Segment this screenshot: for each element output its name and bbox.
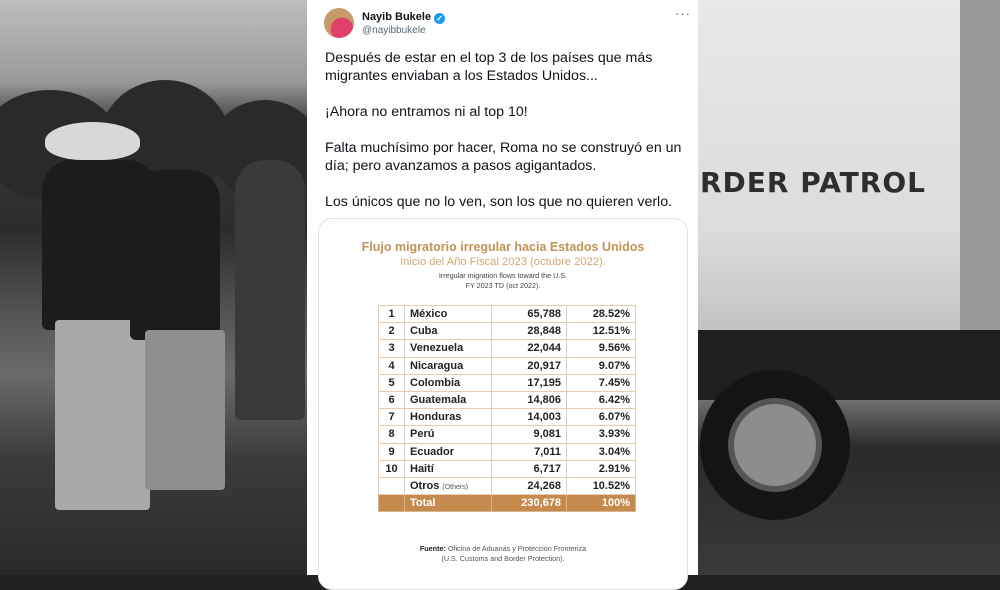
percent-cell: 7.45% <box>566 373 636 392</box>
count-cell: 9,081 <box>491 425 567 444</box>
count-cell: 20,917 <box>491 356 567 375</box>
source-label: Fuente: <box>419 544 446 553</box>
table-row: 8 Perú 9,081 3.93% <box>378 425 636 444</box>
percent-cell: 6.42% <box>566 390 636 410</box>
percent-cell: 9.56% <box>566 339 636 358</box>
rank-cell: 10 <box>378 459 405 478</box>
rank-cell <box>378 494 405 513</box>
country-cell: Perú <box>404 425 492 444</box>
country-cell: Venezuela <box>404 339 492 358</box>
tweet-media-infographic[interactable]: Flujo migratorio irregular hacia Estados… <box>318 218 688 590</box>
tweet-text: Después de estar en el top 3 de los país… <box>325 49 690 229</box>
rank-cell: 2 <box>378 322 405 341</box>
rank-cell: 4 <box>378 356 405 375</box>
table-row: 5 Colombia 17,195 7.45% <box>378 373 636 392</box>
migration-table: 1 México 65,788 28.52% 2 Cuba 28,848 12.51% 3 Ven… <box>378 304 636 513</box>
percent-cell: 12.51% <box>566 322 636 341</box>
total-percent: 100% <box>566 494 636 513</box>
tweet-paragraph: ¡Ahora no entramos ni al top 10! <box>325 104 528 120</box>
table-row: 2 Cuba 28,848 12.51% <box>378 322 636 341</box>
table-row-total: Total 230,678 100% <box>378 494 636 513</box>
tweet-paragraph: Falta muchísimo por hacer, Roma no se co… <box>325 140 682 174</box>
percent-cell: 9.07% <box>566 356 636 375</box>
verified-badge-icon: ✓ <box>434 13 446 24</box>
percent-cell: 6.07% <box>566 408 636 427</box>
infographic-title: Flujo migratorio irregular hacia Estados… <box>361 240 645 254</box>
count-cell: 28,848 <box>491 322 567 341</box>
author-handle[interactable]: @nayibbukele <box>362 25 426 36</box>
country-cell: Colombia <box>404 373 492 392</box>
others-label: Otros <box>410 479 440 492</box>
van-wheel-hub <box>728 398 822 492</box>
english-line-2: FY 2023 TD (oct 2022). <box>465 280 541 290</box>
rank-cell: 1 <box>378 304 405 324</box>
total-count: 230,678 <box>491 494 567 513</box>
tweet-card: Nayib Bukele ✓ @nayibbukele ··· Después d… <box>307 0 698 590</box>
infographic-english-subtitle: Irregular migration flows toward the U.S… <box>319 271 687 290</box>
rank-cell: 8 <box>378 425 405 444</box>
source-english: (U.S. Customs and Border Protection). <box>441 553 565 563</box>
infographic-subtitle: Inicio del Año Fiscal 2023 (octubre 2022… <box>400 256 606 268</box>
rank-cell: 3 <box>378 339 405 358</box>
others-label-en: (Others) <box>442 483 469 491</box>
english-line-1: Irregular migration flows toward the U.S… <box>438 271 568 280</box>
table-row: 1 México 65,788 28.52% <box>378 304 636 324</box>
country-cell: México <box>404 304 492 324</box>
count-cell: 14,003 <box>491 408 567 427</box>
percent-cell: 28.52% <box>566 304 636 324</box>
count-cell: 22,044 <box>491 339 567 358</box>
author-name[interactable]: Nayib Bukele <box>362 11 432 23</box>
infographic-source: Fuente: Oficina de Aduanas y Protección … <box>319 544 687 563</box>
van-border-patrol-text: RDER PATROL <box>700 166 926 199</box>
count-cell: 65,788 <box>491 304 567 324</box>
table-row-others: Otros (Others) 24,268 10.52% <box>378 476 636 496</box>
count-cell: 6,717 <box>491 459 567 478</box>
table-row: 10 Haití 6,717 2.91% <box>378 459 636 478</box>
tweet-paragraph: Después de estar en el top 3 de los país… <box>325 50 653 84</box>
rank-cell <box>378 476 405 496</box>
count-cell: 17,195 <box>491 373 567 392</box>
total-label: Total <box>404 494 492 513</box>
count-cell: 7,011 <box>491 442 567 461</box>
country-cell: Honduras <box>404 408 492 427</box>
percent-cell: 3.04% <box>566 442 636 461</box>
source-text: Oficina de Aduanas y Protección Fronteri… <box>447 544 587 553</box>
country-cell: Haití <box>404 459 492 478</box>
percent-cell: 2.91% <box>566 459 636 478</box>
table-row: 3 Venezuela 22,044 9.56% <box>378 339 636 358</box>
country-cell: Cuba <box>404 322 492 341</box>
rank-cell: 6 <box>378 390 405 410</box>
table-row: 6 Guatemala 14,806 6.42% <box>378 390 636 410</box>
percent-cell: 3.93% <box>566 425 636 444</box>
count-cell: 24,268 <box>491 476 567 496</box>
more-options-icon[interactable]: ··· <box>675 6 691 21</box>
avatar[interactable] <box>324 8 354 38</box>
percent-cell: 10.52% <box>566 476 636 496</box>
country-cell: Nicaragua <box>404 356 492 375</box>
country-cell: Ecuador <box>404 442 492 461</box>
rank-cell: 7 <box>378 408 405 427</box>
rank-cell: 5 <box>378 373 405 392</box>
table-row: 9 Ecuador 7,011 3.04% <box>378 442 636 461</box>
van-panel <box>960 0 1000 330</box>
country-cell: Guatemala <box>404 390 492 410</box>
country-cell: Otros (Others) <box>404 476 492 496</box>
author-name-row[interactable]: Nayib Bukele ✓ <box>362 11 446 24</box>
count-cell: 14,806 <box>491 390 567 410</box>
table-row: 4 Nicaragua 20,917 9.07% <box>378 356 636 375</box>
table-row: 7 Honduras 14,003 6.07% <box>378 408 636 427</box>
background-photo-officers <box>0 0 320 575</box>
rank-cell: 9 <box>378 442 405 461</box>
tweet-paragraph: Los únicos que no lo ven, son los que no… <box>325 194 673 210</box>
